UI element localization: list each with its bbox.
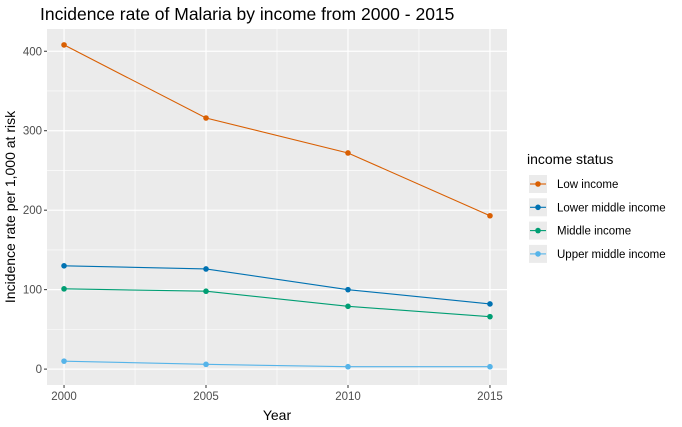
series-line bbox=[64, 360, 490, 368]
data-point bbox=[61, 286, 67, 292]
series-layer bbox=[61, 42, 493, 370]
x-axis-title: Year bbox=[263, 407, 292, 423]
y-axis: 0 100 200 300 400 bbox=[23, 46, 47, 376]
y-tick-label: 200 bbox=[23, 205, 42, 217]
data-point bbox=[203, 288, 209, 295]
x-tick-label: 2010 bbox=[335, 391, 361, 403]
x-tick-label: 2000 bbox=[51, 391, 77, 403]
legend-title: income status bbox=[527, 151, 613, 167]
data-point bbox=[345, 286, 351, 293]
data-point bbox=[487, 313, 493, 320]
series-line bbox=[63, 44, 491, 217]
data-point bbox=[345, 303, 351, 310]
x-tick-label: 2005 bbox=[193, 391, 219, 403]
legend-key-point bbox=[535, 181, 541, 187]
legend-label: Upper middle income bbox=[557, 249, 666, 261]
data-point bbox=[61, 358, 67, 364]
data-point bbox=[61, 263, 67, 269]
y-axis-title: Incidence rate per 1,000 at risk bbox=[2, 110, 18, 303]
y-tick-label: 0 bbox=[36, 364, 42, 376]
legend-key-point bbox=[535, 251, 541, 257]
chart-title: Incidence rate of Malaria by income from… bbox=[40, 4, 454, 24]
data-point bbox=[203, 115, 209, 121]
series-line bbox=[64, 288, 491, 318]
y-tick-label: 300 bbox=[23, 126, 42, 138]
data-point bbox=[487, 301, 493, 307]
data-point bbox=[487, 212, 493, 219]
data-point bbox=[203, 266, 209, 272]
legend: income status Low income Lower middle inc… bbox=[527, 151, 666, 263]
legend-label: Lower middle income bbox=[557, 202, 666, 214]
legend-label: Middle income bbox=[557, 226, 631, 238]
legend-key-point bbox=[535, 227, 541, 234]
data-point bbox=[203, 361, 209, 368]
data-point bbox=[61, 42, 67, 48]
x-axis: 2000 2005 2010 2015 bbox=[51, 385, 503, 403]
data-point bbox=[345, 150, 351, 156]
y-tick-label: 100 bbox=[23, 285, 42, 297]
data-point bbox=[345, 363, 351, 370]
data-point bbox=[487, 363, 493, 370]
y-tick-label: 400 bbox=[23, 46, 42, 58]
series-line bbox=[64, 265, 491, 305]
legend-label: Low income bbox=[557, 179, 618, 191]
x-tick-label: 2015 bbox=[477, 391, 503, 403]
legend-key-point bbox=[535, 204, 541, 211]
